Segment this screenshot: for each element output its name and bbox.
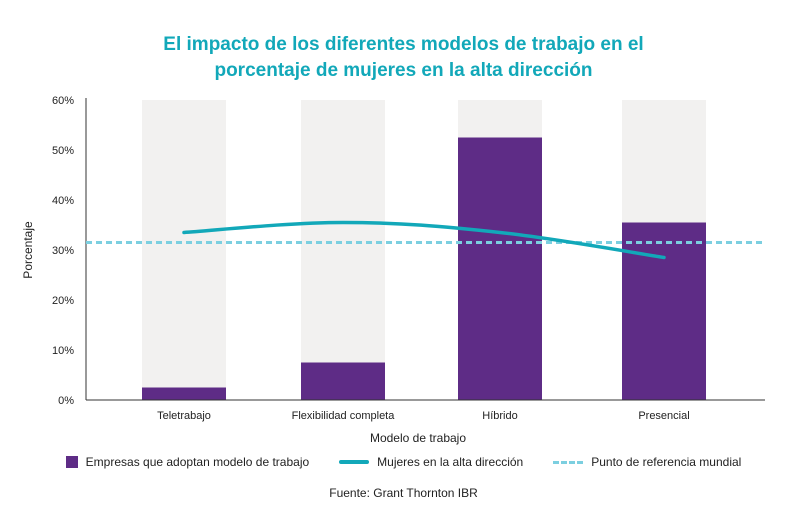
legend: Empresas que adoptan modelo de trabajo M… <box>0 455 807 469</box>
y-tick-label: 20% <box>52 295 74 307</box>
y-axis-label: Porcentaje <box>21 221 35 279</box>
legend-label-reference: Punto de referencia mundial <box>591 455 742 469</box>
x-tick-label: Teletrabajo <box>157 410 211 422</box>
y-tick-label: 50% <box>52 145 74 157</box>
x-tick-label: Flexibilidad completa <box>292 410 396 422</box>
bar-background <box>301 100 385 400</box>
y-tick-label: 30% <box>52 245 74 257</box>
y-tick-label: 10% <box>52 345 74 357</box>
legend-swatch-reference <box>553 460 584 464</box>
legend-label-bars: Empresas que adoptan modelo de trabajo <box>85 455 310 469</box>
x-tick-label: Híbrido <box>482 410 517 422</box>
legend-swatch-bars <box>65 456 78 468</box>
x-axis-label: Modelo de trabajo <box>370 431 466 445</box>
legend-item-bars: Empresas que adoptan modelo de trabajo <box>65 455 310 469</box>
bar <box>142 387 226 400</box>
series-line <box>182 220 666 260</box>
chart-title: El impacto de los diferentes modelos de … <box>0 32 807 84</box>
x-tick-label: Presencial <box>638 410 689 422</box>
legend-item-line: Mujeres en la alta dirección <box>339 455 523 469</box>
y-tick-label: 40% <box>52 195 74 207</box>
bar <box>622 222 706 400</box>
source-note: Fuente: Grant Thornton IBR <box>329 486 478 500</box>
chart-title-line-2: porcentaje de mujeres en la alta direcci… <box>214 60 593 81</box>
bar <box>458 137 542 400</box>
legend-item-reference: Punto de referencia mundial <box>553 455 741 469</box>
bar-background <box>142 100 226 400</box>
y-tick-label: 0% <box>58 395 74 407</box>
bar <box>301 362 385 400</box>
y-tick-label: 60% <box>52 95 74 107</box>
legend-swatch-line <box>339 460 370 464</box>
chart-title-line-1: El impacto de los diferentes modelos de … <box>163 34 644 55</box>
legend-label-line: Mujeres en la alta dirección <box>377 455 524 469</box>
